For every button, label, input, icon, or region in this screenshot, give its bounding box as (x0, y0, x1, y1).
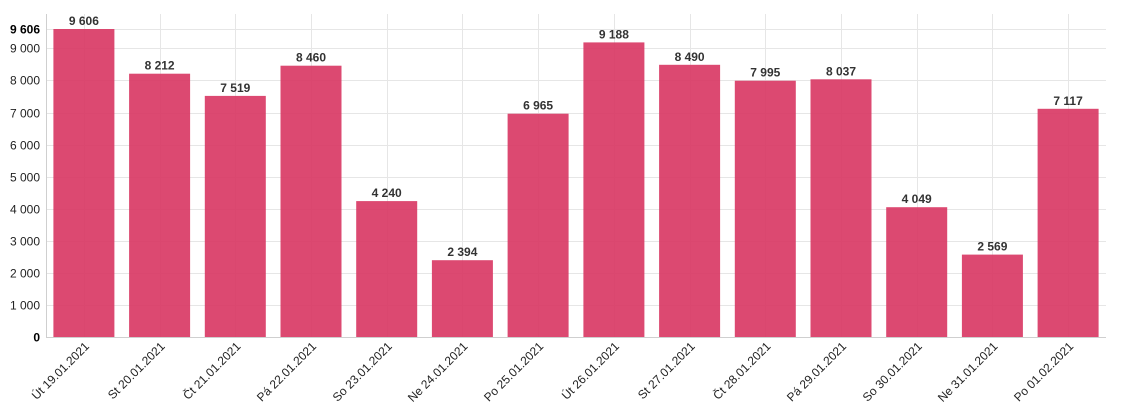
bar-value-label: 9 188 (599, 27, 629, 41)
chart-value-labels: 9 606 8 212 7 519 8 460 4 240 2 394 6 965 9 188… (69, 14, 1083, 259)
bar[interactable] (204, 95, 266, 338)
bar[interactable] (886, 207, 948, 337)
bar-value-label: 7 995 (750, 66, 780, 80)
chart-bars (53, 29, 1099, 338)
bar[interactable] (1037, 108, 1099, 337)
x-tick-label: Ne 24.01.2021 (405, 339, 471, 405)
bar[interactable] (431, 260, 493, 337)
bar[interactable] (659, 64, 721, 338)
x-axis: Út 19.01.2021 St 20.01.2021 Čt 21.01.2021 P… (28, 337, 1106, 405)
x-tick-label: Po 01.02.2021 (1011, 339, 1076, 404)
x-tick-label: St 20.01.2021 (105, 339, 168, 402)
bar-value-label: 8 037 (826, 64, 856, 78)
bar[interactable] (583, 42, 645, 338)
bar[interactable] (129, 73, 191, 337)
bar-value-label: 2 569 (977, 240, 1007, 254)
y-tick-label: 0 (33, 331, 40, 345)
x-tick-label: Čt 28.01.2021 (709, 338, 773, 402)
x-tick-label: Pá 29.01.2021 (784, 339, 849, 404)
bar[interactable] (810, 79, 872, 338)
y-tick-label: 4 000 (10, 203, 40, 217)
x-tick-label: Po 25.01.2021 (481, 339, 546, 404)
bar-value-label: 4 049 (902, 192, 932, 206)
x-tick-label: Ne 31.01.2021 (935, 339, 1001, 405)
bar-value-label: 6 965 (523, 99, 553, 113)
bar[interactable] (507, 113, 569, 337)
x-tick-label: Út 19.01.2021 (28, 338, 92, 402)
bar-value-label: 7 117 (1053, 94, 1083, 108)
y-tick-label: 1 000 (10, 299, 40, 313)
y-tick-label: 6 000 (10, 139, 40, 153)
bar[interactable] (280, 65, 342, 337)
y-tick-label: 3 000 (10, 235, 40, 249)
bar-value-label: 8 490 (675, 50, 705, 64)
y-tick-label: 9 000 (10, 42, 40, 56)
bar-value-label: 4 240 (372, 186, 402, 200)
x-tick-label: Pá 22.01.2021 (254, 339, 319, 404)
x-tick-label: So 30.01.2021 (860, 339, 925, 404)
y-tick-label: 2 000 (10, 267, 40, 281)
bar[interactable] (961, 254, 1023, 337)
bar-value-label: 2 394 (447, 245, 477, 259)
y-max-tick-label: 9 606 (10, 23, 40, 37)
bar[interactable] (734, 80, 796, 337)
y-tick-label: 8 000 (10, 74, 40, 88)
bar-value-label: 7 519 (220, 81, 250, 95)
x-tick-label: St 27.01.2021 (635, 339, 698, 402)
bar[interactable] (53, 29, 115, 337)
bar-value-label: 8 212 (145, 59, 175, 73)
x-tick-label: So 23.01.2021 (330, 339, 395, 404)
y-tick-label: 7 000 (10, 107, 40, 121)
bar[interactable] (356, 201, 418, 337)
bar-value-label: 9 606 (69, 14, 99, 28)
y-tick-label: 5 000 (10, 171, 40, 185)
bar-value-label: 8 460 (296, 51, 326, 65)
y-axis: 0 1 000 2 000 3 000 4 000 5 000 6 000 7 000 8 00… (10, 14, 47, 345)
x-tick-label: Út 26.01.2021 (558, 338, 622, 402)
x-tick-label: Čt 21.01.2021 (179, 338, 243, 402)
